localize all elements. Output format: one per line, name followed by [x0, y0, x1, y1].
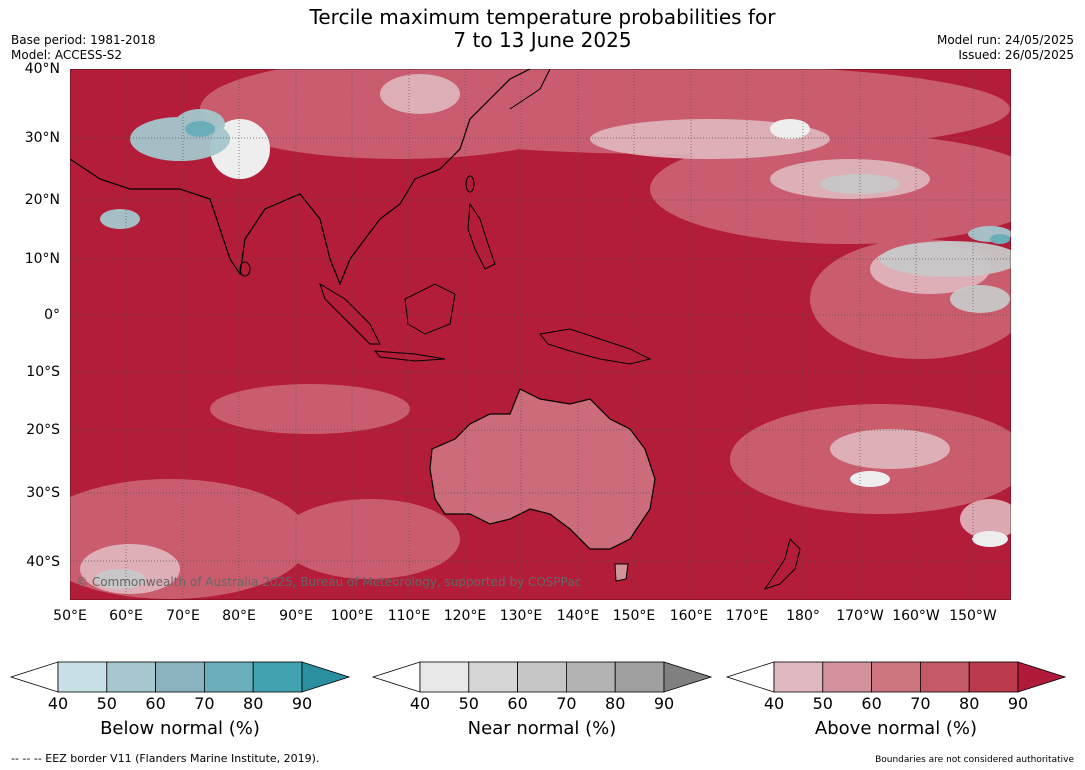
asia-coast: [70, 69, 531, 286]
colorbar-extend-high: [663, 661, 712, 693]
colorbar-tick-label: 70: [194, 694, 215, 713]
map-title-line2: 7 to 13 June 2025: [453, 28, 632, 52]
colorbar-tick-label: 60: [507, 694, 528, 713]
colorbar-segment: [155, 661, 205, 693]
lon-label: 130°E: [499, 608, 543, 624]
below-normal-dark: [185, 121, 1010, 244]
colorbar-tick-label: 50: [812, 694, 833, 713]
lon-label: 160°E: [669, 608, 713, 624]
lat-label: 20°S: [26, 422, 60, 438]
lon-label: 170°E: [725, 608, 769, 624]
japan: [509, 69, 551, 110]
colorbar-extend-low: [10, 661, 59, 693]
tasmania: [614, 563, 629, 582]
lat-label: 20°N: [24, 192, 60, 208]
colorbar-extend-low: [372, 661, 421, 693]
colorbar-segment: [419, 661, 470, 693]
pattern-layer: [70, 69, 1011, 599]
probability-map: © Commonwealth of Australia 2025, Bureau…: [70, 69, 1011, 600]
colorbar-segment: [252, 661, 303, 693]
base-period: Base period: 1981-2018: [11, 33, 156, 47]
lon-label: 150°W: [949, 608, 997, 624]
colorbar-tick-label: 60: [145, 694, 166, 713]
colorbar-segment: [919, 661, 970, 693]
lon-label: 180°: [786, 608, 820, 624]
map-gridlines: [70, 69, 1011, 600]
sumatra: [319, 282, 381, 345]
lon-label: 110°E: [387, 608, 431, 624]
colorbar-tick-label: 80: [243, 694, 264, 713]
lon-label: 90°E: [279, 608, 313, 624]
colorbar-above-normal: [726, 661, 1066, 693]
lat-label: 10°S: [26, 364, 60, 380]
model-name: Model: ACCESS-S2: [11, 48, 123, 62]
australia-landmass: [429, 388, 656, 550]
colorbar-segment: [468, 661, 519, 693]
lon-label: 80°E: [222, 608, 256, 624]
taiwan: [465, 175, 475, 193]
lat-label: 30°N: [24, 130, 60, 146]
lat-label: 40°N: [24, 61, 60, 77]
colorbar-title-above: Above normal (%): [814, 718, 978, 739]
lat-label: 40°S: [26, 554, 60, 570]
colorbar-tick-label: 50: [96, 694, 117, 713]
colorbar-tick-label: 50: [458, 694, 479, 713]
philippines: [467, 202, 496, 270]
new-zealand: [763, 538, 801, 590]
colorbar-below-normal: [10, 661, 350, 693]
lat-label: 10°N: [24, 251, 60, 267]
colorbar-extend-low: [726, 661, 775, 693]
colorbar-tick-label: 80: [605, 694, 626, 713]
lon-label: 50°E: [53, 608, 87, 624]
colorbar-tick-label: 70: [910, 694, 931, 713]
lon-label: 100°E: [330, 608, 374, 624]
colorbar-tick-label: 90: [653, 694, 675, 713]
colorbar-segment: [57, 661, 108, 693]
colorbar-segment: [968, 661, 1019, 693]
borneo: [404, 283, 456, 335]
lon-label: 160°W: [892, 608, 940, 624]
colorbar-title-near: Near normal (%): [467, 718, 617, 739]
lon-label: 150°E: [612, 608, 656, 624]
lon-label: 120°E: [443, 608, 487, 624]
colorbar-tick-label: 90: [1007, 694, 1029, 713]
sri-lanka: [239, 261, 251, 277]
copyright-note: © Commonwealth of Australia 2025, Bureau…: [76, 575, 581, 589]
colorbar-tick-label: 40: [763, 694, 785, 713]
boundaries-note: Boundaries are not considered authoritat…: [875, 755, 1074, 765]
colorbar-tick-label: 60: [861, 694, 882, 713]
colorbar-segment: [565, 661, 616, 693]
colorbar-segment: [203, 661, 254, 693]
lon-label: 70°E: [166, 608, 200, 624]
colorbar-segment: [871, 661, 921, 693]
issued-date: Issued: 26/05/2025: [958, 48, 1074, 62]
lon-label: 140°E: [556, 608, 600, 624]
eez-note: -- -- -- EEZ border V11 (Flanders Marine…: [11, 752, 320, 765]
colorbar-segment: [773, 661, 824, 693]
colorbar-tick-label: 40: [409, 694, 431, 713]
colorbar-segment: [106, 661, 157, 693]
colorbar-segment: [517, 661, 567, 693]
near-normal-zones: [95, 174, 1011, 589]
map-title-line1: Tercile maximum temperature probabilitie…: [309, 5, 776, 29]
lon-label: 170°W: [836, 608, 884, 624]
java: [373, 350, 446, 362]
colorbar-extend-high: [301, 661, 350, 693]
colorbar-tick-label: 40: [47, 694, 69, 713]
lat-label: 0°: [44, 307, 60, 323]
colorbar-segment: [822, 661, 873, 693]
colorbar-segment: [614, 661, 665, 693]
colorbar-title-below: Below normal (%): [100, 718, 260, 739]
lat-label: 30°S: [26, 485, 60, 501]
colorbar-tick-label: 70: [556, 694, 577, 713]
new-guinea: [539, 328, 652, 365]
colorbar-tick-label: 90: [291, 694, 313, 713]
lon-label: 60°E: [109, 608, 143, 624]
colorbar-extend-high: [1017, 661, 1066, 693]
model-run: Model run: 24/05/2025: [936, 33, 1074, 47]
colorbar-tick-label: 80: [959, 694, 980, 713]
colorbar-near-normal: [372, 661, 712, 693]
